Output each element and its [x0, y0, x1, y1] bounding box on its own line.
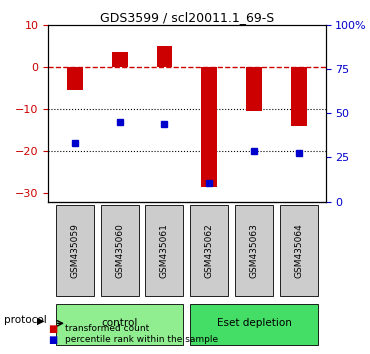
Text: transformed count: transformed count [65, 324, 149, 333]
Text: GSM435059: GSM435059 [70, 223, 80, 278]
Text: GSM435063: GSM435063 [249, 223, 259, 278]
Text: ■: ■ [48, 335, 57, 345]
Bar [157, 46, 172, 67]
Text: GSM435064: GSM435064 [294, 223, 303, 278]
Bar [112, 52, 128, 67]
Text: GSM435062: GSM435062 [205, 223, 214, 278]
Bar [291, 67, 307, 126]
Text: ▶: ▶ [37, 315, 44, 325]
FancyBboxPatch shape [235, 205, 273, 296]
Text: GSM435061: GSM435061 [160, 223, 169, 278]
Text: Eset depletion: Eset depletion [216, 318, 292, 329]
Text: GSM435060: GSM435060 [115, 223, 124, 278]
Text: control: control [101, 318, 138, 329]
Text: ■: ■ [48, 324, 57, 333]
FancyBboxPatch shape [56, 205, 94, 296]
Bar [201, 67, 217, 187]
FancyBboxPatch shape [56, 304, 184, 344]
Text: protocol: protocol [4, 315, 47, 325]
FancyBboxPatch shape [101, 205, 139, 296]
FancyBboxPatch shape [190, 304, 318, 344]
FancyBboxPatch shape [145, 205, 184, 296]
Bar [67, 67, 83, 90]
FancyBboxPatch shape [280, 205, 318, 296]
Bar [246, 67, 262, 111]
FancyBboxPatch shape [190, 205, 228, 296]
Text: percentile rank within the sample: percentile rank within the sample [65, 335, 218, 344]
Title: GDS3599 / scl20011.1_69-S: GDS3599 / scl20011.1_69-S [100, 11, 274, 24]
